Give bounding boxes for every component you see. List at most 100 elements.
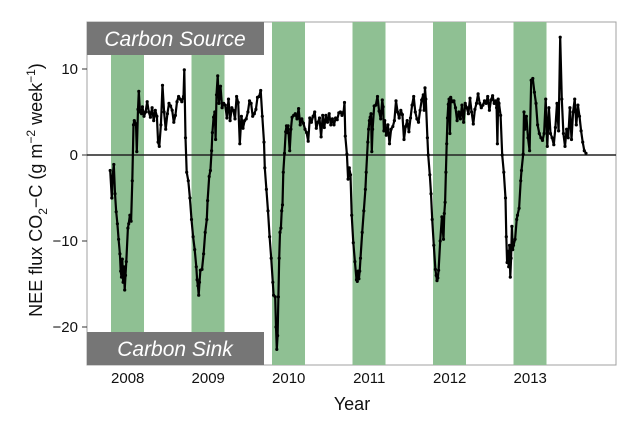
data-point xyxy=(397,116,401,120)
data-point xyxy=(476,92,480,96)
data-point xyxy=(342,100,347,105)
data-point xyxy=(268,235,272,239)
data-point xyxy=(357,277,361,281)
data-point xyxy=(216,74,220,78)
data-point xyxy=(173,113,177,117)
data-point xyxy=(119,275,124,279)
data-point xyxy=(115,222,119,226)
data-point xyxy=(295,117,299,121)
data-point xyxy=(519,168,524,173)
data-point xyxy=(123,273,128,277)
data-point xyxy=(579,129,583,133)
data-point xyxy=(220,106,224,110)
growing-season-band xyxy=(272,22,306,365)
data-point xyxy=(269,256,273,260)
data-point xyxy=(550,136,554,140)
data-point xyxy=(175,100,179,104)
data-point xyxy=(502,170,506,174)
data-point xyxy=(277,256,281,260)
carbon-source-label: Carbon Source xyxy=(104,28,245,51)
data-point xyxy=(569,137,574,142)
data-point xyxy=(351,241,355,245)
data-point xyxy=(540,138,545,142)
data-point xyxy=(536,123,540,127)
data-point xyxy=(150,106,154,110)
data-point xyxy=(188,196,192,200)
data-point xyxy=(468,96,472,100)
data-point xyxy=(484,101,488,105)
data-point xyxy=(285,131,289,135)
data-point xyxy=(321,113,325,117)
data-point xyxy=(137,89,141,93)
data-point xyxy=(519,179,523,183)
data-point xyxy=(162,110,166,114)
data-point xyxy=(367,127,371,131)
data-point xyxy=(452,99,456,103)
data-point xyxy=(565,127,569,131)
data-point xyxy=(128,213,132,217)
growing-season-band xyxy=(352,22,386,365)
data-point xyxy=(460,103,464,107)
data-point xyxy=(444,170,448,174)
data-point xyxy=(131,123,136,127)
data-point xyxy=(196,284,200,288)
data-point xyxy=(440,215,444,219)
data-point xyxy=(112,162,116,167)
data-point xyxy=(235,94,239,99)
data-point xyxy=(400,113,404,117)
carbon-source-banner xyxy=(87,22,264,55)
data-point xyxy=(430,217,434,222)
data-point xyxy=(197,293,201,297)
data-point xyxy=(497,101,501,105)
data-point xyxy=(443,200,447,204)
data-point xyxy=(415,117,419,121)
data-point xyxy=(555,101,559,105)
x-tick-label: 2011 xyxy=(353,370,385,387)
data-point xyxy=(539,136,543,140)
data-point xyxy=(429,192,433,196)
data-point xyxy=(114,210,118,214)
data-point xyxy=(558,35,562,39)
data-point xyxy=(185,170,189,174)
data-point xyxy=(305,131,309,135)
data-point xyxy=(355,279,359,283)
data-point xyxy=(462,120,466,124)
data-point xyxy=(510,224,514,228)
data-point xyxy=(481,103,485,107)
data-point xyxy=(399,108,403,112)
data-point xyxy=(145,100,149,104)
data-point xyxy=(276,295,280,299)
data-point xyxy=(366,140,370,144)
data-point xyxy=(167,101,171,105)
data-point xyxy=(226,97,231,101)
growing-season-band xyxy=(513,22,547,365)
data-point xyxy=(316,120,320,124)
data-point xyxy=(522,110,526,114)
carbon-sink-label: Carbon Sink xyxy=(117,338,234,361)
data-point xyxy=(486,94,490,99)
x-tick-label: 2009 xyxy=(192,370,225,387)
data-point xyxy=(470,110,474,114)
data-point xyxy=(407,130,411,134)
data-point xyxy=(534,101,538,105)
data-point xyxy=(392,119,396,123)
data-point xyxy=(197,280,202,284)
data-point xyxy=(140,105,144,109)
data-point xyxy=(506,249,510,253)
data-point xyxy=(251,114,255,118)
data-point xyxy=(386,123,390,127)
data-point xyxy=(246,110,250,114)
data-point xyxy=(206,199,210,203)
data-point xyxy=(405,119,409,123)
data-point xyxy=(445,116,450,120)
data-point xyxy=(297,107,301,111)
data-point xyxy=(282,151,287,155)
data-point xyxy=(152,119,156,123)
data-point xyxy=(504,235,508,239)
data-point xyxy=(563,144,567,148)
data-point xyxy=(280,203,285,207)
data-point xyxy=(136,107,140,111)
data-point xyxy=(288,149,292,153)
data-point xyxy=(225,116,229,120)
data-point xyxy=(170,108,174,112)
